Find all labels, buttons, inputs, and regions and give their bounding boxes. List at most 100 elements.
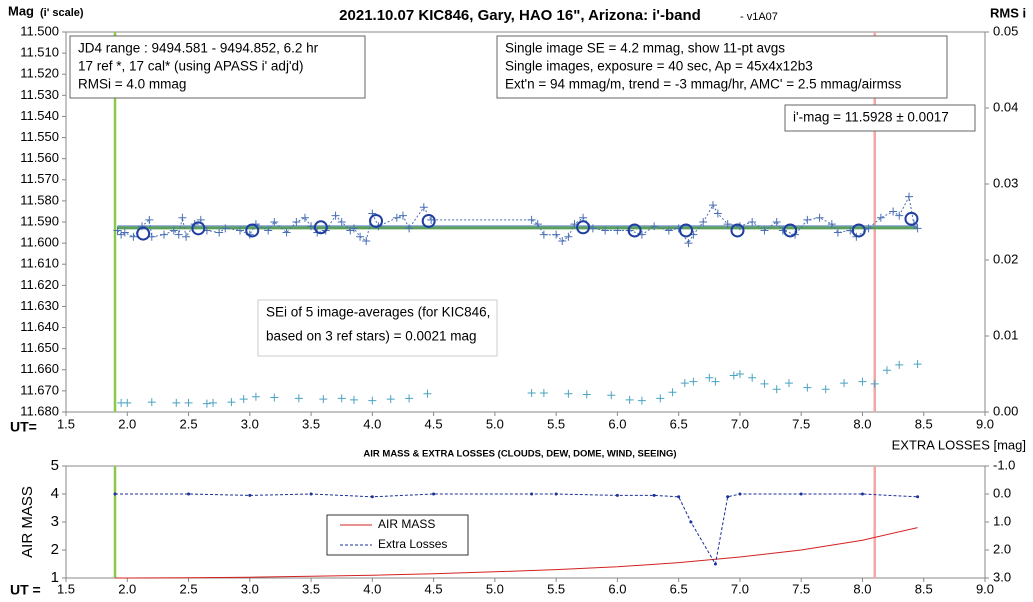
average-point bbox=[313, 220, 328, 235]
annotation-text: i'-mag = 11.5928 ± 0.0017 bbox=[793, 110, 949, 125]
point bbox=[129, 232, 138, 241]
point bbox=[370, 495, 374, 499]
point bbox=[615, 493, 619, 497]
point bbox=[772, 218, 781, 226]
point bbox=[833, 228, 842, 237]
x-axis-label: UT = bbox=[10, 582, 41, 598]
average-point bbox=[421, 213, 436, 228]
point bbox=[270, 393, 279, 402]
y-tick-label: 11.660 bbox=[20, 361, 59, 376]
point bbox=[319, 395, 328, 404]
annotation-text: 17 ref *, 17 cal* (using APASS i' adj'd) bbox=[78, 59, 304, 74]
average-point bbox=[576, 220, 591, 235]
point bbox=[588, 224, 597, 233]
y-tick-label: 11.640 bbox=[20, 319, 59, 334]
point bbox=[174, 230, 183, 239]
point bbox=[864, 224, 873, 233]
annotation-text: Single image SE = 4.2 mmag, show 11-pt a… bbox=[505, 41, 785, 56]
y-tick-label: 11.650 bbox=[20, 340, 59, 355]
x-tick-label: 7.0 bbox=[731, 581, 749, 596]
point bbox=[799, 492, 803, 496]
point bbox=[713, 209, 722, 218]
y2-tick-label: 0.05 bbox=[993, 23, 1018, 38]
x-tick-label: 3.5 bbox=[302, 581, 320, 596]
x-tick-label: 9.0 bbox=[976, 581, 994, 596]
point bbox=[760, 379, 769, 388]
point bbox=[221, 224, 230, 233]
point bbox=[419, 203, 428, 212]
average-point bbox=[730, 223, 745, 238]
point bbox=[423, 389, 432, 398]
point bbox=[386, 395, 395, 404]
point bbox=[684, 239, 693, 248]
point bbox=[405, 394, 414, 403]
point bbox=[349, 395, 358, 404]
point bbox=[713, 562, 717, 566]
x-tick-label: 4.5 bbox=[425, 581, 443, 596]
point bbox=[294, 394, 303, 403]
point bbox=[300, 213, 309, 222]
point bbox=[778, 226, 787, 235]
point bbox=[726, 495, 730, 499]
x-axis-label: UT= bbox=[10, 419, 37, 435]
point bbox=[368, 396, 377, 405]
x-tick-label: 8.5 bbox=[915, 581, 933, 596]
x-tick-label: 2.0 bbox=[118, 416, 136, 431]
series-line bbox=[114, 527, 918, 579]
point bbox=[356, 232, 365, 241]
point bbox=[215, 228, 224, 237]
point bbox=[564, 232, 573, 241]
point bbox=[558, 237, 567, 245]
x-tick-label: 6.0 bbox=[608, 581, 626, 596]
point bbox=[172, 398, 181, 407]
point bbox=[729, 371, 738, 380]
x-tick-label: 7.0 bbox=[731, 416, 749, 431]
point bbox=[564, 389, 573, 398]
point bbox=[362, 237, 371, 245]
point bbox=[821, 385, 830, 394]
point bbox=[689, 520, 693, 524]
point bbox=[113, 492, 117, 496]
point bbox=[184, 398, 193, 407]
point bbox=[398, 211, 407, 220]
point bbox=[760, 226, 769, 235]
x-tick-label: 1.5 bbox=[57, 581, 75, 596]
point bbox=[860, 492, 864, 496]
point bbox=[392, 213, 401, 222]
point bbox=[664, 226, 673, 235]
point bbox=[292, 218, 301, 226]
average-point bbox=[136, 226, 151, 241]
point bbox=[539, 389, 548, 397]
point bbox=[705, 373, 714, 382]
point bbox=[533, 220, 542, 229]
point bbox=[882, 366, 891, 375]
point bbox=[748, 373, 757, 382]
y2-tick-label: 1.0 bbox=[993, 513, 1011, 528]
x-tick-label: 6.0 bbox=[608, 416, 626, 431]
point bbox=[530, 492, 534, 496]
point bbox=[202, 399, 211, 408]
point bbox=[235, 226, 244, 235]
y-axis-label: Mag bbox=[8, 3, 34, 18]
point bbox=[346, 226, 355, 235]
y-tick-label: 11.570 bbox=[20, 171, 59, 186]
chart-version: - v1A07 bbox=[740, 11, 778, 23]
annotation-box bbox=[496, 35, 948, 99]
point bbox=[239, 395, 248, 404]
point bbox=[913, 224, 922, 233]
point bbox=[309, 492, 313, 496]
point bbox=[187, 492, 191, 496]
series-line bbox=[115, 493, 918, 566]
y-tick-label: 11.590 bbox=[20, 213, 59, 228]
point bbox=[668, 388, 677, 397]
point bbox=[349, 224, 358, 233]
point bbox=[735, 370, 744, 378]
point bbox=[432, 492, 436, 496]
point bbox=[913, 360, 922, 369]
point bbox=[178, 213, 187, 222]
x-tick-label: 2.5 bbox=[179, 416, 197, 431]
annotation-text: JD4 range : 9494.581 - 9494.852, 6.2 hr bbox=[78, 41, 319, 56]
point bbox=[625, 395, 634, 404]
x-tick-label: 4.5 bbox=[425, 416, 443, 431]
